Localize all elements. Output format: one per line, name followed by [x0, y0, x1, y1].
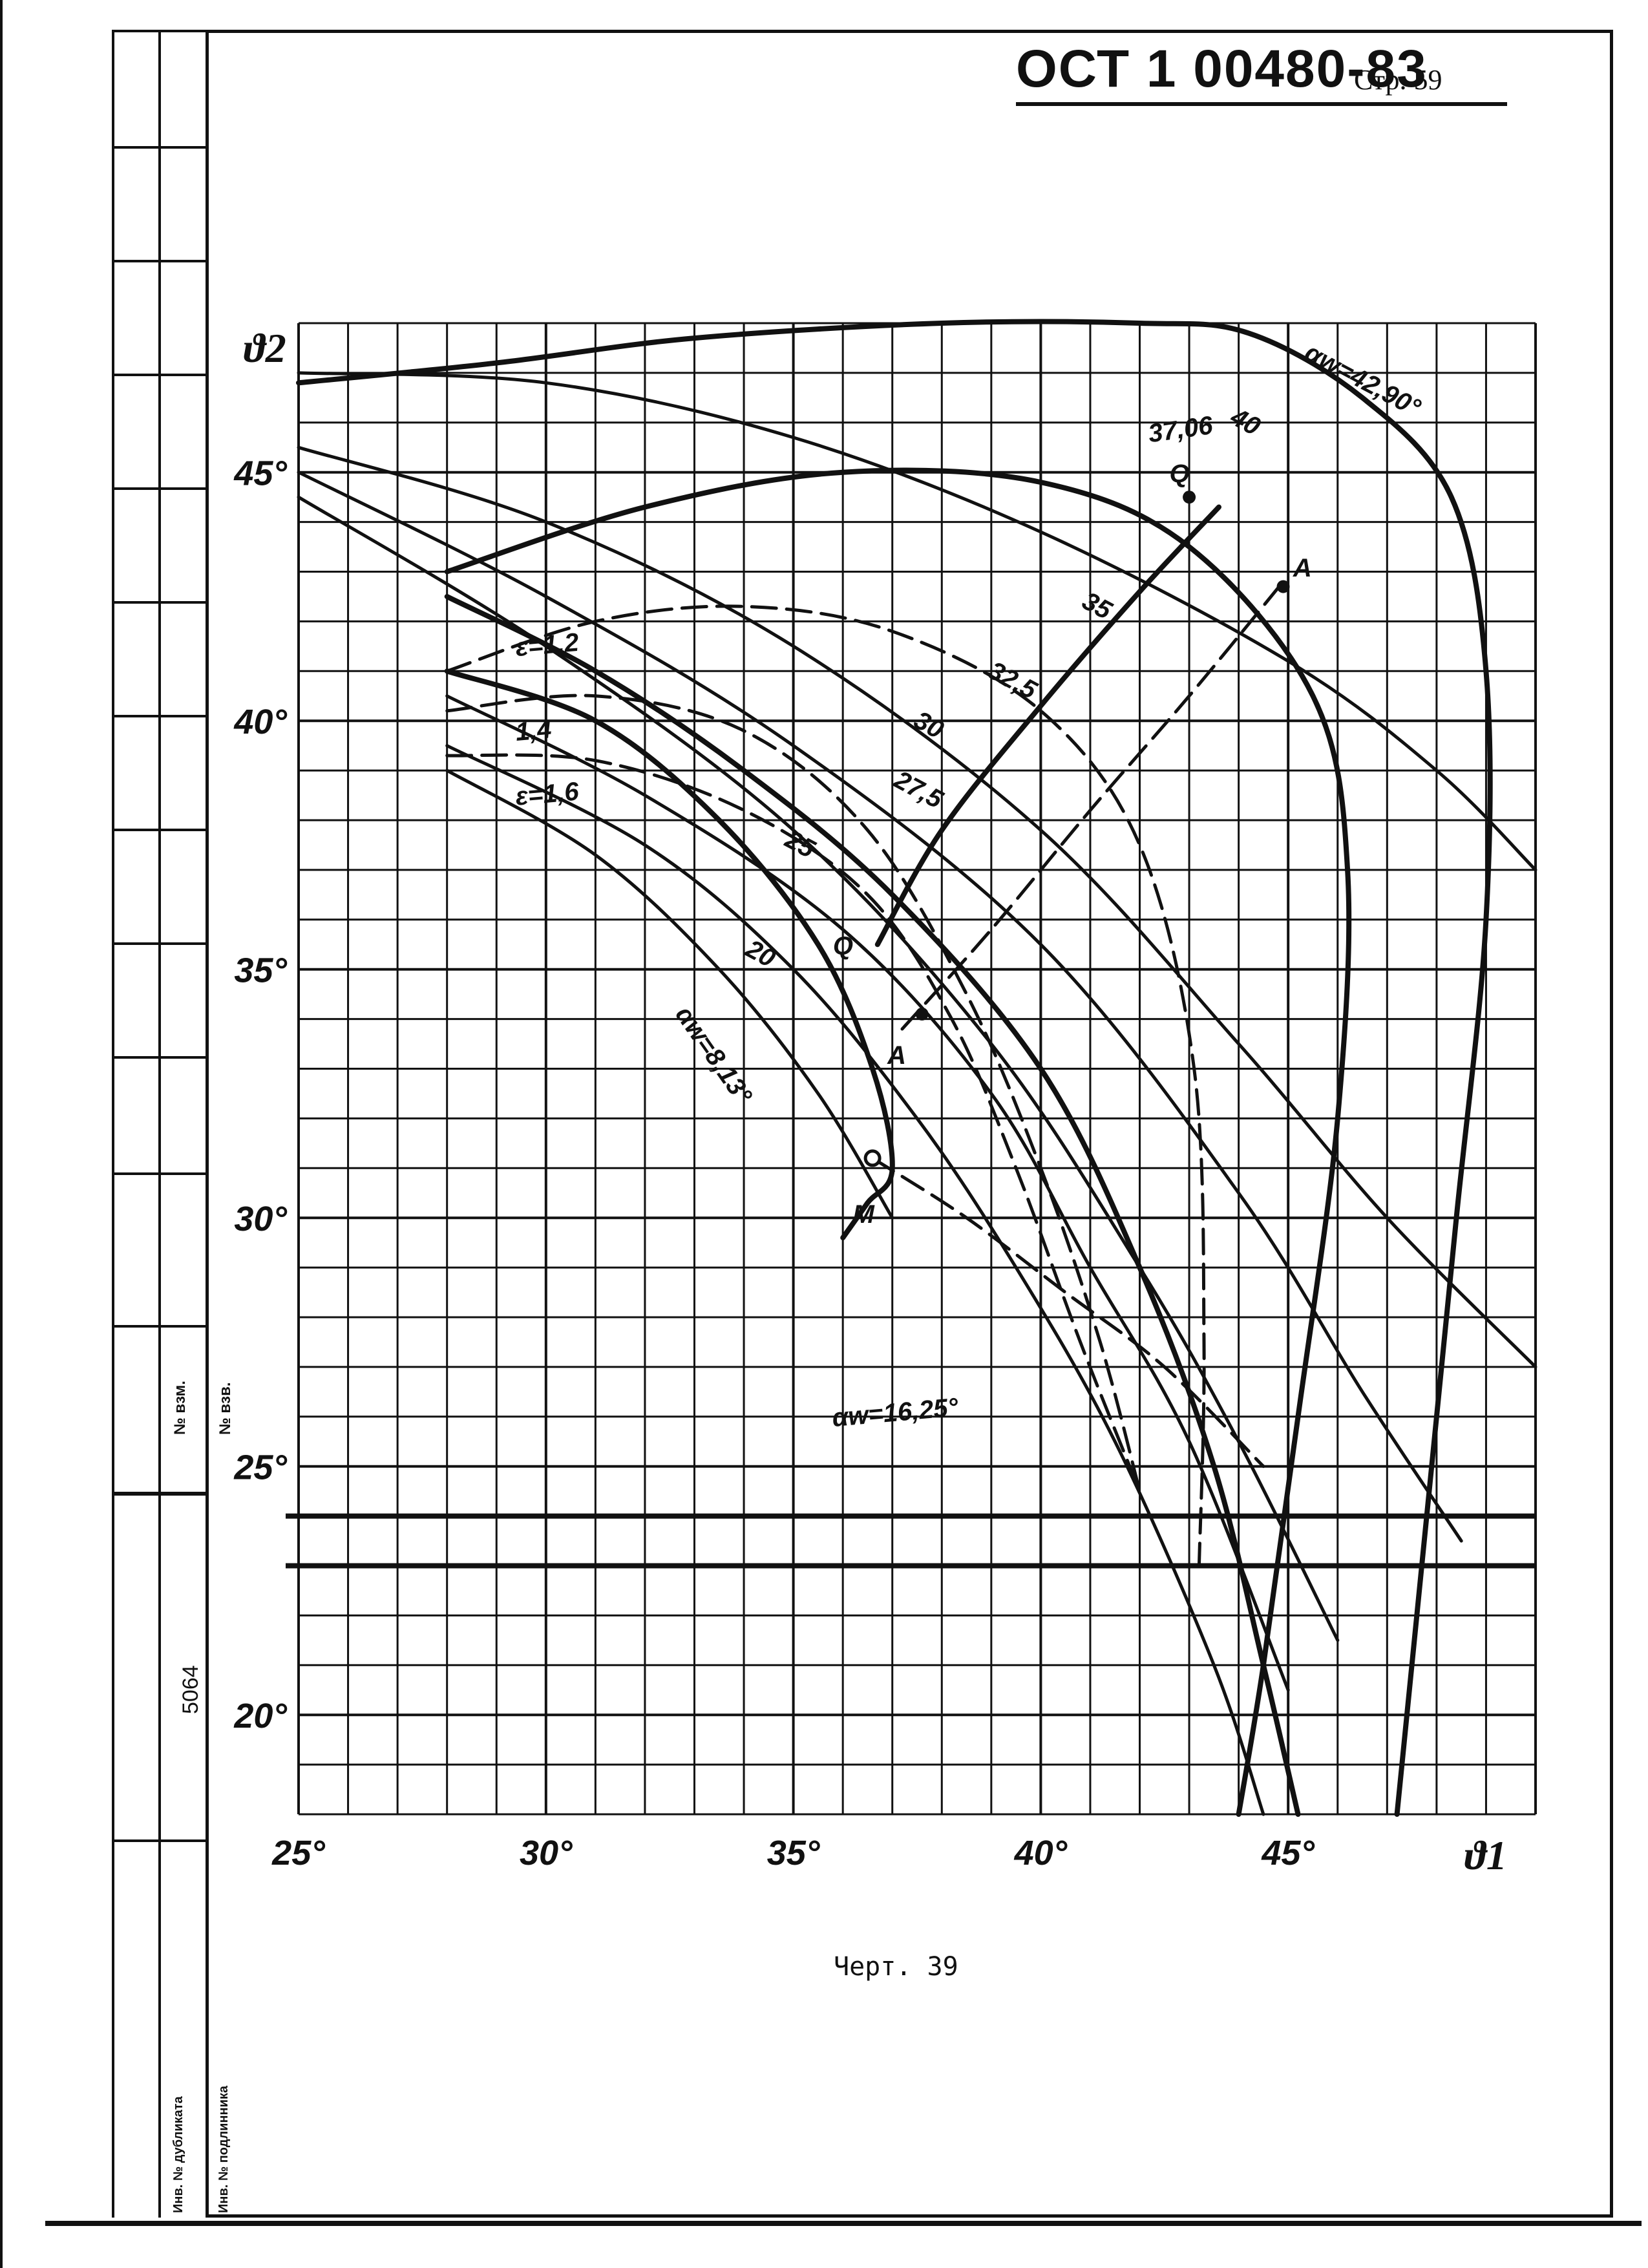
annotation-label: M — [852, 1200, 875, 1229]
series-line-2 — [444, 467, 1352, 1817]
series-line-3 — [297, 445, 1537, 1369]
point-m-marker — [863, 1149, 882, 1167]
series-line-10 — [444, 594, 1301, 1817]
annotation-label: ε=1,2 — [514, 628, 580, 662]
annotation-label: 40 — [1225, 402, 1265, 441]
series-line-4 — [297, 471, 1463, 1543]
stamp-cell — [112, 487, 206, 601]
series-line-6 — [445, 694, 1290, 1692]
x-tick-label: 40° — [1014, 1834, 1068, 1872]
stamp-cell — [112, 1172, 206, 1325]
stamp-cell — [112, 30, 206, 146]
stamp-cell — [112, 829, 206, 942]
series-line-13 — [445, 753, 1141, 1493]
series-line-16 — [871, 1156, 1265, 1468]
stamp-cell — [112, 715, 206, 829]
stamp-strip: № взм. № взв. 5064 Инв. № дубликата Инв.… — [112, 30, 234, 2218]
annotation-label: A — [1293, 554, 1312, 582]
x-tick-label: 45° — [1261, 1834, 1315, 1872]
x-tick-label: 25° — [271, 1834, 325, 1872]
stamp-cell — [112, 601, 206, 715]
chart-series — [296, 319, 1537, 1817]
stamp-cell — [112, 1492, 206, 1498]
point-a-marker — [1276, 580, 1290, 593]
point-a-marker-lower — [915, 1007, 929, 1021]
stamp-column-outer — [112, 30, 158, 2218]
y-tick-label: 35° — [234, 951, 287, 990]
stamp-cell — [112, 1839, 206, 1846]
chart-annotations: αw=42,90°4037,063532,53027,52520αw=8,13°… — [514, 338, 1426, 1432]
x-tick-label: 30° — [520, 1834, 573, 1872]
figure-caption: Черт. 39 — [834, 1952, 958, 1982]
doc-number: ОСТ 1 00480-83 — [1016, 39, 1428, 98]
chart-ticks: 25° 30° 35° 40° 45° 20° 25° 30° 35° 40° 45° — [233, 454, 1315, 1872]
annotation-label: ε=1,6 — [514, 777, 580, 811]
series-line-7 — [445, 744, 1265, 1816]
series-line-15 — [900, 580, 1285, 1031]
bottom-rule — [45, 2221, 1642, 2226]
x-axis-label: ϑ1 — [1464, 1832, 1507, 1878]
series-line-11 — [445, 604, 1206, 1567]
stamp-cell — [112, 146, 206, 260]
annotation-label: 32,5 — [984, 656, 1042, 705]
y-axis-label: ϑ2 — [244, 325, 286, 371]
series-line-8 — [445, 768, 894, 1220]
stamp-cell — [112, 1056, 206, 1172]
y-tick-label: 40° — [233, 703, 287, 741]
series-line-1 — [297, 371, 1537, 872]
annotation-label: A — [887, 1041, 906, 1070]
stamp-cell — [112, 374, 206, 487]
annotation-label: αw=16,25° — [831, 1393, 960, 1432]
annotation-label: Q — [1169, 460, 1189, 488]
series-line-9 — [444, 668, 895, 1240]
page-frame-left — [0, 0, 9, 2268]
annotation-label: 1,4 — [514, 715, 553, 747]
y-tick-label: 20° — [233, 1697, 287, 1735]
series-line-12 — [445, 694, 1141, 1493]
stamp-cell — [112, 1325, 206, 1328]
annotation-label: Q — [833, 932, 853, 960]
annotation-label: 35 — [1077, 586, 1117, 625]
header-underline — [1016, 102, 1507, 106]
y-tick-label: 45° — [233, 454, 287, 493]
chart-grid — [286, 322, 1537, 1816]
annotation-label: 20 — [741, 934, 780, 973]
annotation-label: αw=42,90° — [1300, 338, 1426, 423]
page-number: Стр. 59 — [1354, 64, 1442, 96]
series-line-14 — [874, 504, 1221, 948]
stamp-column-inner — [158, 30, 206, 2218]
x-tick-label: 35° — [767, 1834, 820, 1872]
stamp-cell — [112, 942, 206, 1056]
series-line-0 — [296, 319, 1493, 1817]
annotation-label: 27,5 — [889, 765, 948, 814]
stamp-cell — [112, 260, 206, 374]
annotation-label: 37,06 — [1146, 411, 1215, 449]
y-tick-label: 25° — [233, 1448, 287, 1487]
y-tick-label: 30° — [234, 1200, 287, 1238]
sheet-frame — [206, 30, 1613, 2218]
annotation-label: 25 — [780, 825, 819, 864]
point-q-marker — [1183, 491, 1196, 504]
